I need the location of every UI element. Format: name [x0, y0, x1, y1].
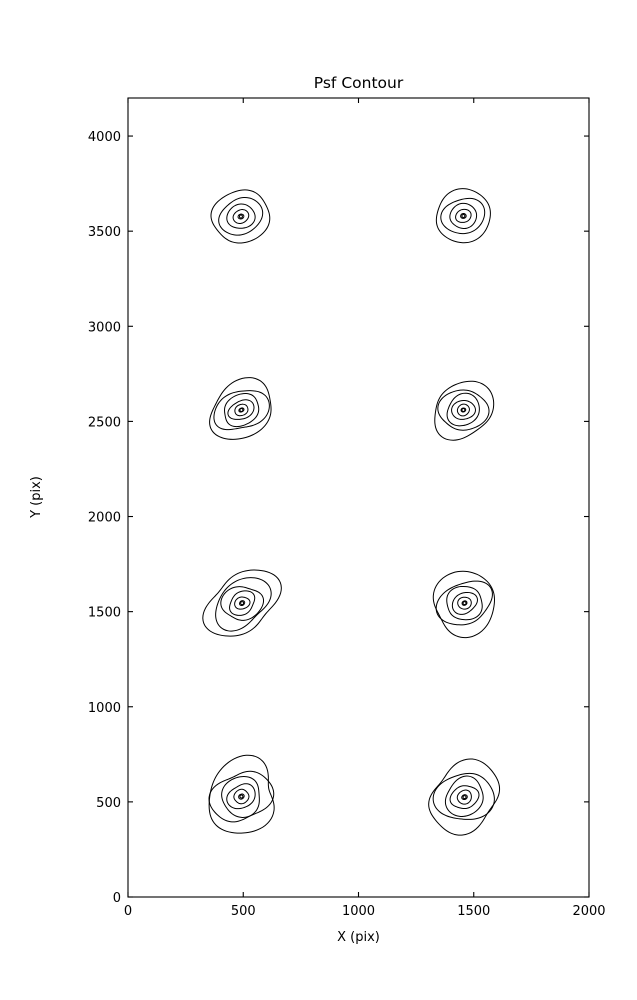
chart-title: Psf Contour [314, 74, 404, 92]
contour-ring [202, 569, 282, 637]
axes-frame [127, 97, 590, 898]
x-tick-label: 1500 [457, 904, 490, 919]
psf-source-contours [435, 188, 491, 244]
contour-ring [237, 213, 245, 220]
contour-ring [449, 202, 478, 230]
contour-ring [208, 770, 275, 823]
contour-peak [461, 407, 466, 412]
y-tick-label: 500 [96, 796, 121, 811]
y-tick-label: 3500 [88, 225, 121, 240]
contour-ring [233, 788, 250, 805]
x-tick-label: 500 [231, 904, 256, 919]
contour-ring [444, 775, 484, 817]
x-axis-label: X (pix) [337, 930, 380, 945]
psf-source-contours [434, 380, 495, 441]
contour-ring [435, 580, 493, 626]
contour-ring [449, 785, 480, 810]
contour-ring [226, 783, 256, 810]
contour-ring [226, 203, 256, 229]
contour-ring [208, 754, 275, 834]
psf-source-contours [208, 754, 275, 834]
contour-ring [221, 776, 260, 818]
contour-ring [432, 772, 495, 820]
y-tick-label: 3000 [88, 320, 121, 335]
contour-ring [229, 590, 256, 616]
contour-peak [462, 601, 467, 606]
contour-ring [238, 793, 245, 800]
y-tick-label: 1000 [88, 701, 121, 716]
x-tick-label: 2000 [572, 904, 605, 919]
axes-background [128, 98, 589, 897]
contour-ring [215, 577, 272, 632]
contour-ring [218, 196, 264, 236]
contour-peak [239, 794, 244, 799]
contour-ring [232, 209, 250, 225]
contour-ring [428, 758, 501, 836]
psf-source-contours [210, 189, 271, 244]
contour-ring [209, 377, 272, 440]
psf-source-contours [428, 758, 501, 836]
contour-ring [238, 407, 245, 413]
contour-ring [234, 596, 251, 610]
contour-ring [435, 188, 491, 244]
y-tick-label: 0 [113, 891, 121, 906]
contour-ring [456, 403, 470, 417]
contour-ring [210, 189, 271, 244]
contour-ring [461, 794, 468, 801]
y-tick-label: 2000 [88, 511, 121, 526]
contour-ring [227, 399, 255, 420]
contour-ring [451, 399, 476, 420]
contour-ring [440, 197, 486, 235]
contour-peak [239, 407, 244, 412]
x-tick-label: 1000 [342, 904, 375, 919]
contour-ring [239, 600, 246, 607]
y-axis-label: Y (pix) [29, 476, 44, 519]
contour-ring [460, 212, 467, 219]
y-tick-label: 2500 [88, 415, 121, 430]
contour-ring [220, 586, 265, 621]
contour-peak [240, 601, 245, 606]
contour-ring [434, 380, 495, 441]
contour-layer [202, 188, 501, 836]
contour-peak [461, 213, 466, 218]
contour-ring [451, 591, 478, 615]
tick-labels-layer: 0 500 1000 1500 2000 0 500 1000 1500 2000 2500 3000… [88, 130, 606, 919]
contour-ring [460, 407, 467, 413]
contour-peak [462, 795, 467, 800]
contour-ring [456, 789, 472, 805]
contour-ring [461, 600, 468, 606]
contour-ring [234, 403, 249, 417]
contour-ring [457, 596, 472, 610]
contour-ring [437, 389, 490, 431]
contour-ring [224, 392, 260, 428]
contour-ring [446, 585, 483, 621]
contour-ring [432, 570, 495, 639]
y-tick-label: 4000 [88, 130, 121, 145]
contour-ring [213, 390, 270, 431]
contour-peak [238, 214, 243, 219]
psf-source-contours [432, 570, 495, 639]
contour-ring [446, 392, 480, 427]
y-tick-label: 1500 [88, 606, 121, 621]
contour-ring [455, 208, 472, 223]
psf-source-contours [209, 377, 272, 440]
psf-source-contours [202, 569, 282, 637]
x-tick-label: 0 [124, 904, 132, 919]
